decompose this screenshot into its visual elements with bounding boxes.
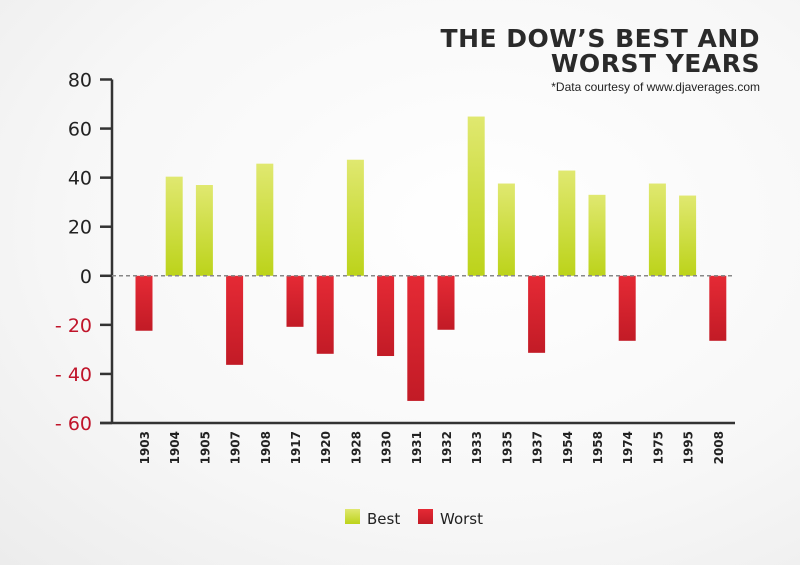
x-tick-label: 1995	[682, 431, 696, 464]
y-tick-label: - 40	[55, 364, 92, 386]
chart-title: THE DOW’S BEST AND WORST YEARS	[441, 26, 760, 76]
legend-label-worst: Worst	[440, 510, 483, 528]
bar-worst	[286, 275, 304, 327]
chart-title-line2: WORST YEARS	[550, 49, 760, 78]
x-tick-label: 1904	[168, 431, 182, 464]
x-tick-label: 1905	[198, 431, 212, 464]
bar-worst	[407, 275, 425, 401]
x-tick-label: 1975	[651, 431, 665, 464]
bar-best	[195, 185, 213, 276]
bar-worst	[316, 275, 334, 354]
y-tick-label: - 20	[55, 315, 92, 337]
y-tick-label: - 60	[55, 413, 92, 435]
y-tick-label: 0	[80, 266, 92, 288]
y-tick-label: 20	[68, 217, 92, 239]
bar-worst	[226, 275, 244, 365]
chart-title-line1: THE DOW’S BEST AND	[440, 24, 760, 53]
x-tick-label: 1907	[229, 431, 243, 464]
x-tick-label: 1932	[440, 431, 454, 464]
x-tick-label: 1931	[410, 431, 424, 464]
bar-best	[256, 163, 274, 276]
x-tick-label: 1908	[259, 431, 273, 464]
x-tick-label: 1937	[531, 431, 545, 464]
bar-best	[497, 183, 515, 276]
bar-worst	[618, 275, 636, 341]
x-tick-label: 1917	[289, 431, 303, 464]
x-tick-label: 2008	[712, 431, 726, 464]
x-tick-label: 1935	[500, 431, 514, 464]
bar-worst	[377, 275, 395, 357]
bar-worst	[528, 275, 546, 353]
bar-best	[165, 176, 183, 276]
bar-worst	[709, 275, 727, 341]
legend-label-best: Best	[367, 510, 400, 528]
legend-swatch-worst	[418, 509, 433, 524]
bar-best	[558, 170, 576, 276]
bar-best	[588, 194, 606, 276]
y-tick-label: 60	[68, 119, 92, 141]
y-tick-label: 80	[68, 70, 92, 92]
bar-worst	[135, 275, 153, 331]
x-tick-label: 1954	[561, 431, 575, 464]
bar-best	[467, 116, 485, 276]
x-tick-label: 1920	[319, 431, 333, 464]
bar-best	[679, 195, 697, 276]
x-tick-label: 1903	[138, 431, 152, 464]
bar-best	[346, 159, 364, 276]
x-tick-label: 1930	[380, 431, 394, 464]
legend-swatch-best	[345, 509, 360, 524]
x-tick-label: 1974	[621, 431, 635, 464]
y-tick-label: 40	[68, 168, 92, 190]
bar-best	[648, 183, 666, 276]
bar-worst	[437, 275, 455, 330]
x-tick-label: 1958	[591, 431, 605, 464]
x-tick-label: 1928	[349, 431, 363, 464]
chart-subtitle: *Data courtesy of www.djaverages.com	[551, 80, 760, 94]
x-tick-label: 1933	[470, 431, 484, 464]
